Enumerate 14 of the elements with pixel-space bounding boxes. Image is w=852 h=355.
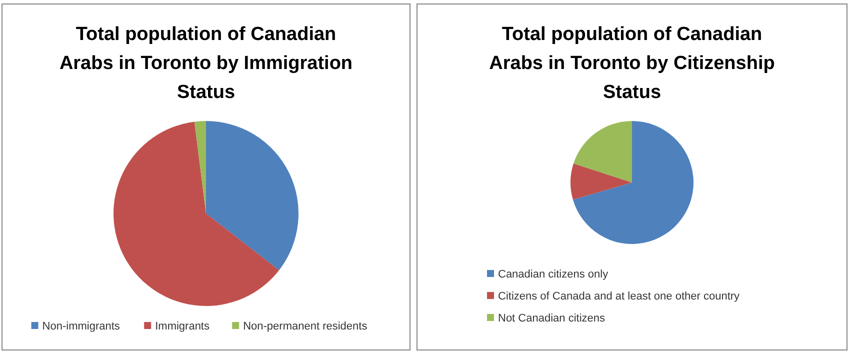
- pie-slice: [194, 121, 206, 214]
- legend-label: Non-immigrants: [42, 320, 120, 332]
- chart-title: Total population of Canadian Arabs in Toronto by Immigration Status: [59, 24, 353, 103]
- pie-slice: [574, 121, 632, 182]
- pie-slice: [572, 121, 694, 244]
- pie-slice: [114, 122, 280, 306]
- chart-title: Total population of Canadian Arabs in Toronto by Citizenship Status: [489, 24, 775, 103]
- legend-label: Non-permanent residents: [243, 320, 368, 332]
- legend-label: Citizens of Canada and at least one other country: [498, 290, 740, 302]
- pie-slice: [206, 121, 298, 270]
- legend-label: Canadian citizens only: [498, 268, 609, 280]
- pie-slice: [570, 163, 632, 200]
- legend-label: Not Canadian citizens: [498, 312, 606, 324]
- legend-label: Immigrants: [155, 320, 210, 332]
